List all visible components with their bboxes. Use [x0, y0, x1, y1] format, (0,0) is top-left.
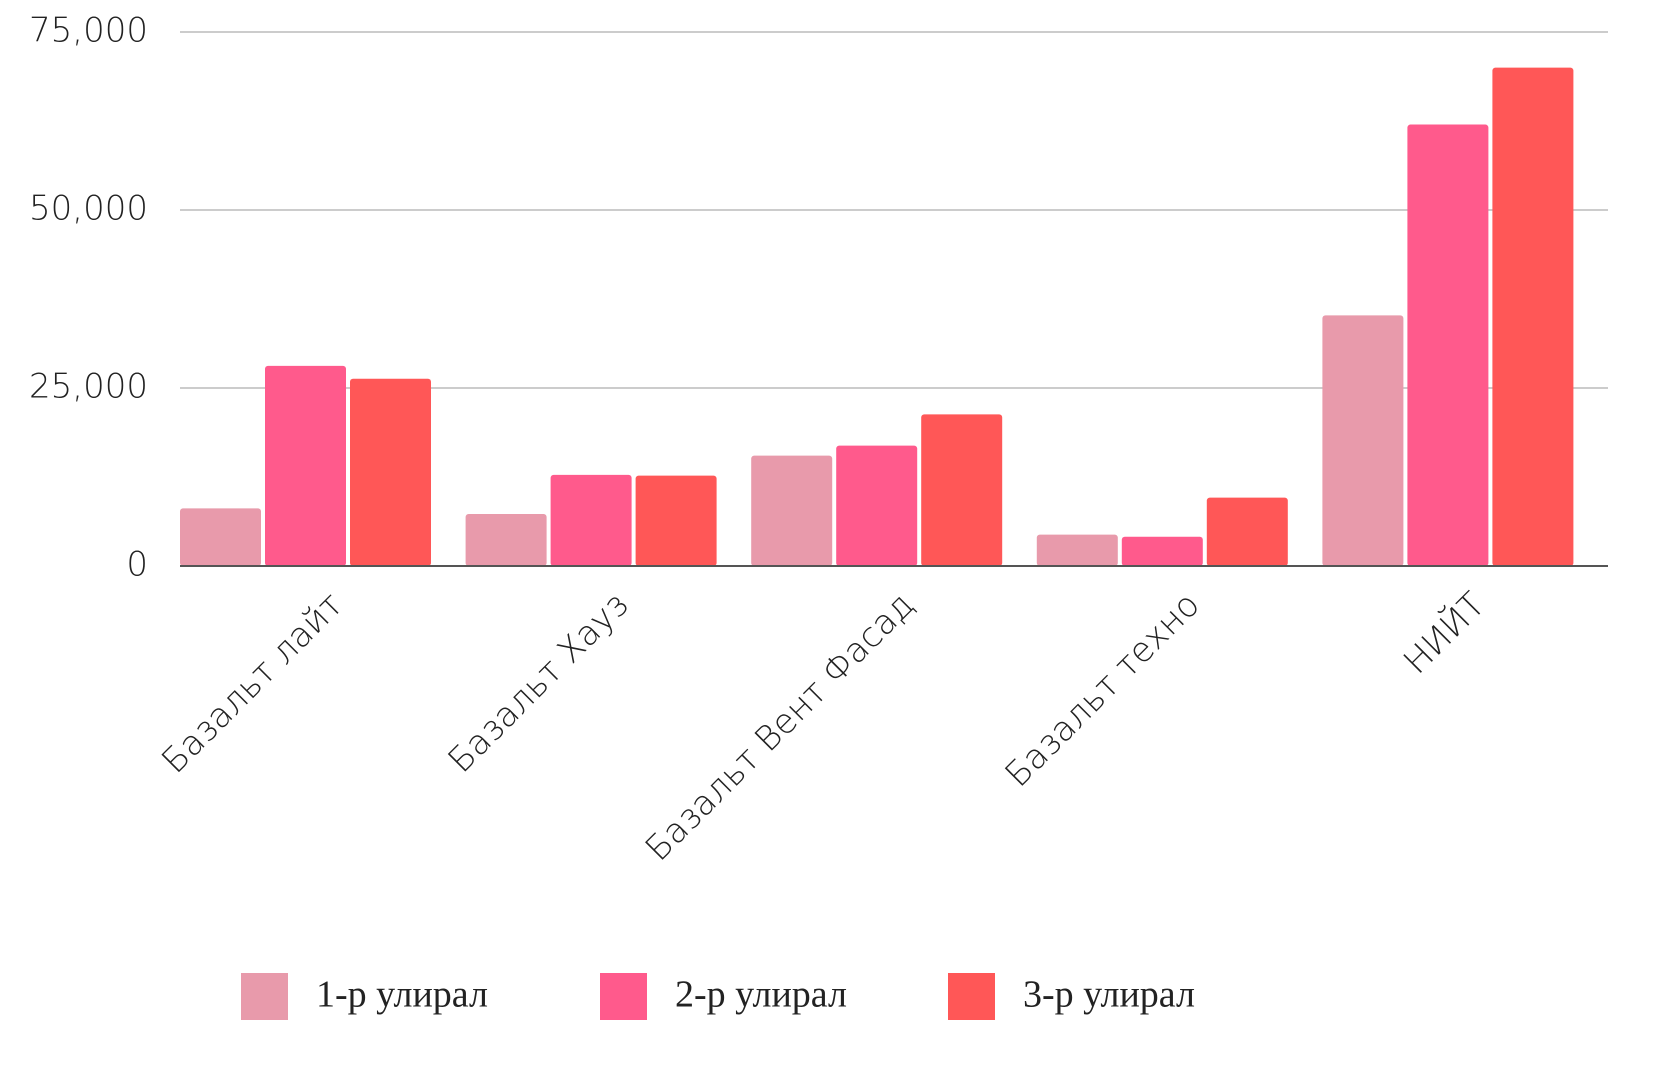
x-tick-label: Базальт лайт	[154, 585, 351, 782]
x-tick-label: Базальт Вент Фасад	[638, 585, 922, 869]
bar	[921, 414, 1003, 566]
legend-label: 1-р улирал	[316, 974, 488, 1016]
bar	[751, 455, 833, 566]
bar	[1206, 497, 1288, 566]
legend-label: 2-р улирал	[675, 974, 847, 1016]
legend-swatch	[948, 973, 995, 1020]
x-tick-label: Базальт Хауз	[440, 585, 636, 781]
y-tick-label: 0	[126, 545, 148, 585]
y-tick-label: 25,000	[29, 367, 148, 407]
legend-label: 3-р улирал	[1023, 974, 1195, 1016]
bar	[465, 514, 547, 566]
bar	[1036, 534, 1118, 566]
bar	[265, 365, 346, 566]
y-tick-label: 50,000	[29, 189, 148, 229]
x-tick-label: НИЙТ	[1395, 584, 1493, 682]
bar	[836, 445, 918, 566]
bar	[550, 474, 632, 566]
bar	[180, 508, 261, 566]
legend-swatch	[600, 973, 647, 1020]
bar	[1407, 124, 1489, 566]
bar	[1492, 67, 1574, 566]
bar	[1322, 315, 1404, 566]
x-tick-label: Базальт техно	[997, 585, 1207, 795]
legend-swatch	[241, 973, 288, 1020]
bar	[1121, 536, 1203, 566]
bar	[635, 475, 717, 566]
bar	[350, 378, 431, 566]
y-tick-label: 75,000	[29, 11, 148, 51]
